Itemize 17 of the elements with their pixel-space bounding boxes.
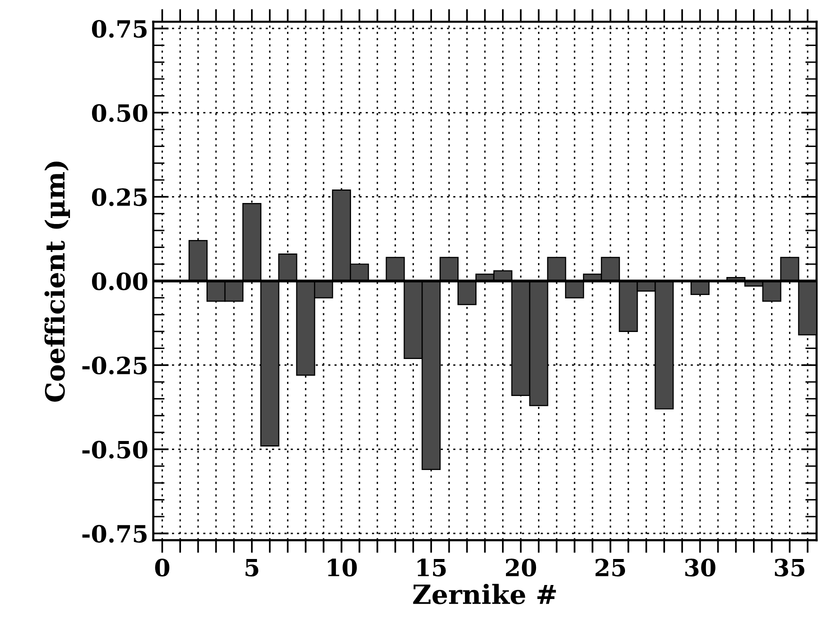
- x-tick-label: 35: [774, 558, 804, 576]
- y-tick-label: 0.50: [92, 104, 148, 122]
- x-tick-label: 25: [596, 558, 626, 576]
- y-tick-label: -0.50: [82, 440, 148, 459]
- x-tick-label: 20: [506, 558, 536, 576]
- y-tick-label: 0.25: [92, 188, 147, 206]
- y-tick-label: -0.75: [82, 524, 147, 543]
- x-tick-label: 5: [246, 558, 258, 576]
- y-axis-title: Coefficient (µm): [44, 162, 70, 402]
- x-axis-title: Zernike #: [413, 584, 556, 604]
- x-tick-label: 0: [155, 558, 170, 576]
- x-tick-label: 10: [328, 558, 357, 576]
- x-tick-label: 15: [418, 558, 446, 576]
- y-tick-label: 0.75: [92, 20, 147, 38]
- y-tick-label: 0.00: [92, 272, 148, 290]
- y-tick-label: -0.25: [82, 356, 147, 374]
- x-tick-label: 30: [685, 558, 716, 576]
